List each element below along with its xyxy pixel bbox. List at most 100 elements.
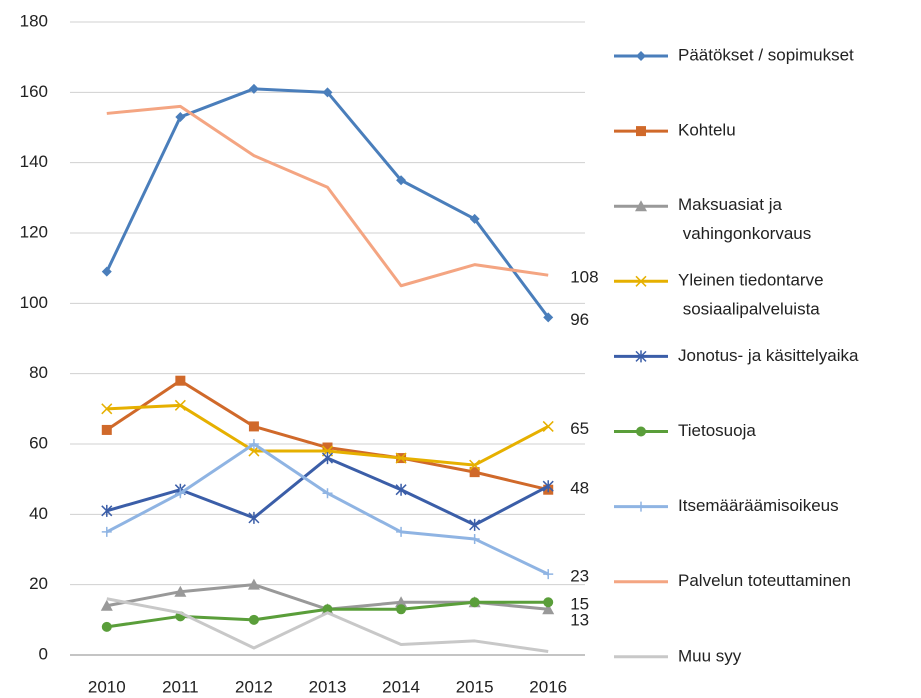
legend-item: Yleinen tiedontarve sosiaalipalveluista xyxy=(614,271,824,319)
series xyxy=(101,83,554,323)
marker xyxy=(100,599,113,611)
marker xyxy=(101,504,113,517)
x-tick-label: 2013 xyxy=(309,677,347,696)
marker xyxy=(248,614,259,625)
marker xyxy=(395,596,408,608)
series xyxy=(106,104,549,288)
legend-item: Palvelun toteuttaminen xyxy=(614,571,851,590)
x-tick-label: 2016 xyxy=(529,677,567,696)
marker xyxy=(543,569,554,580)
marker xyxy=(175,375,186,386)
legend-label: Päätökset / sopimukset xyxy=(678,45,854,64)
series xyxy=(101,399,554,471)
series-line xyxy=(105,379,549,492)
marker xyxy=(101,424,112,435)
marker xyxy=(322,87,333,98)
data-label: 48 xyxy=(570,479,589,498)
marker xyxy=(322,442,333,453)
marker xyxy=(248,511,260,524)
y-tick-label: 40 xyxy=(29,504,48,523)
marker xyxy=(395,483,407,496)
y-tick-label: 60 xyxy=(29,433,48,452)
marker xyxy=(248,83,259,94)
marker xyxy=(174,585,187,597)
legend-label: Palvelun toteuttaminen xyxy=(678,571,851,590)
marker xyxy=(174,399,186,411)
legend-label: Jonotus- ja käsittelyaika xyxy=(678,346,859,365)
y-tick-label: 180 xyxy=(20,11,48,30)
marker xyxy=(636,501,646,512)
y-tick-label: 160 xyxy=(20,82,48,101)
marker xyxy=(469,518,481,531)
marker xyxy=(101,526,112,537)
marker xyxy=(396,175,407,186)
marker xyxy=(469,213,480,224)
series xyxy=(101,439,554,580)
marker xyxy=(635,275,647,287)
legend-item: Kohtelu xyxy=(614,121,736,140)
marker xyxy=(396,604,407,615)
data-label: 13 xyxy=(570,611,589,630)
series xyxy=(106,597,549,653)
marker xyxy=(322,604,333,615)
marker xyxy=(175,111,186,122)
data-label: 108 xyxy=(570,268,598,287)
y-tick-label: 0 xyxy=(39,644,48,663)
marker xyxy=(321,452,334,465)
marker xyxy=(636,126,646,137)
data-label: 96 xyxy=(570,310,589,329)
series-line xyxy=(105,87,550,319)
marker xyxy=(322,488,333,499)
marker xyxy=(543,312,554,323)
y-tick-label: 140 xyxy=(20,152,48,171)
marker xyxy=(248,439,259,449)
legend-item: Päätökset / sopimukset xyxy=(614,45,854,64)
marker xyxy=(396,526,407,537)
marker xyxy=(542,603,555,615)
data-label: 15 xyxy=(570,595,589,614)
x-tick-label: 2015 xyxy=(456,677,494,696)
y-tick-label: 120 xyxy=(20,222,48,241)
data-label: 23 xyxy=(570,567,589,586)
marker xyxy=(635,350,647,363)
legend-item: Jonotus- ja käsittelyaika xyxy=(614,346,859,365)
marker xyxy=(469,459,481,471)
legend-item: Itsemääräämisoikeus xyxy=(614,496,839,515)
series xyxy=(101,597,554,632)
marker xyxy=(635,200,647,212)
marker xyxy=(542,420,554,432)
marker xyxy=(101,621,112,632)
legend-item: Muu syy xyxy=(614,646,742,665)
x-tick-label: 2010 xyxy=(88,677,126,696)
series-line xyxy=(106,104,549,288)
legend-label: Yleinen tiedontarve sosiaalipalveluista xyxy=(678,271,824,319)
legend-label: Itsemääräämisoikeus xyxy=(678,496,839,515)
legend-label: Kohtelu xyxy=(678,121,736,140)
x-tick-label: 2011 xyxy=(162,677,199,696)
marker xyxy=(543,597,554,608)
marker xyxy=(542,480,554,493)
y-tick-label: 80 xyxy=(29,363,48,382)
legend-label: Maksuasiat ja vahingonkorvaus xyxy=(678,196,811,244)
legend-label: Tietosuoja xyxy=(678,421,756,440)
data-label: 65 xyxy=(570,419,589,438)
marker xyxy=(636,426,646,437)
x-tick-label: 2012 xyxy=(235,677,273,696)
marker xyxy=(248,421,259,432)
series-line xyxy=(106,597,549,653)
marker xyxy=(175,488,186,499)
marker xyxy=(469,467,480,478)
legend-item: Maksuasiat ja vahingonkorvaus xyxy=(614,196,811,244)
marker xyxy=(469,533,480,544)
legend-item: Tietosuoja xyxy=(614,421,756,440)
marker xyxy=(101,266,112,277)
y-tick-label: 100 xyxy=(20,293,48,312)
marker xyxy=(469,597,480,608)
series xyxy=(101,375,554,495)
legend-label: Muu syy xyxy=(678,646,742,665)
marker xyxy=(247,578,260,590)
y-tick-label: 20 xyxy=(29,574,48,593)
marker xyxy=(636,51,646,61)
x-tick-label: 2014 xyxy=(382,677,420,696)
